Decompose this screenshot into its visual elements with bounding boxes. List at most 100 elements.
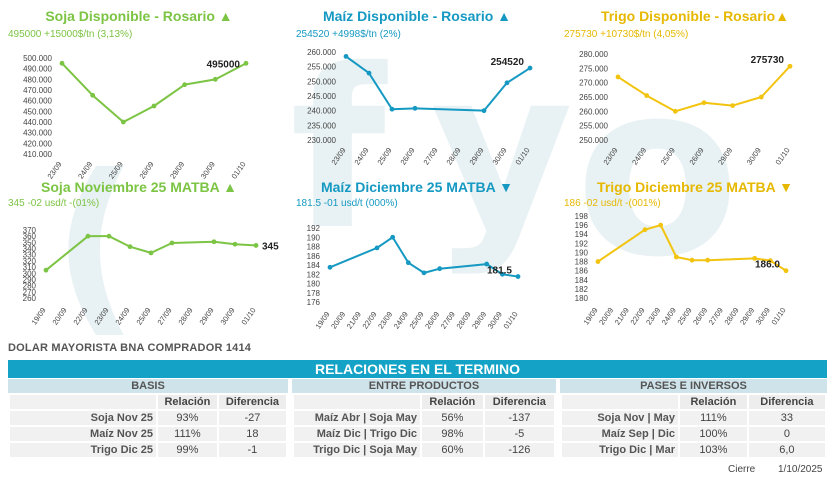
data-point [106, 233, 112, 239]
row-label: Trigo Dic | Soja May [294, 443, 420, 457]
x-tick-label: 24/09 [113, 306, 131, 327]
data-point [658, 222, 664, 228]
y-tick-label: 490.000 [23, 65, 52, 74]
chart-subtitle: 345 -02 usd/t -(01%) [8, 198, 100, 209]
x-tick-label: 01/10 [239, 306, 257, 327]
x-tick-label: 24/09 [630, 146, 648, 167]
x-tick-label: 21/09 [613, 306, 631, 327]
y-tick-label: 182 [307, 270, 321, 279]
y-tick-label: 196 [575, 221, 589, 230]
x-tick-label: 23/09 [644, 306, 662, 327]
x-tick-label: 25/09 [134, 306, 152, 327]
y-tick-label: 198 [575, 212, 589, 221]
y-tick-label: 176 [307, 298, 321, 307]
y-tick-label: 470.000 [23, 86, 52, 95]
table-row: Maíz Dic | Trigo Dic 98% -5 [294, 427, 554, 441]
last-value-label: 345 [262, 241, 279, 252]
table-header: Diferencia [748, 395, 825, 409]
x-tick-label: 20/09 [597, 306, 615, 327]
y-tick-label: 410.000 [23, 150, 52, 159]
last-value-label: 186.0 [755, 260, 780, 271]
y-tick-label: 440.000 [23, 118, 52, 127]
y-tick-label: 320 [23, 257, 37, 266]
data-point [327, 264, 333, 270]
relaciones-banner: RELACIONES EN EL TERMINO [8, 360, 827, 378]
series-line [61, 62, 247, 123]
data-point [374, 245, 380, 251]
data-point [527, 65, 533, 71]
data-point [615, 74, 621, 80]
data-point [481, 108, 487, 114]
x-tick-label: 28/09 [176, 306, 194, 327]
row-diferencia: 33 [748, 411, 825, 425]
row-relacion: 100% [680, 427, 747, 441]
x-tick-label: 23/09 [329, 146, 347, 167]
x-tick-label: 30/09 [490, 146, 508, 167]
data-point [767, 258, 773, 264]
row-label: Soja Nov | May [562, 411, 678, 425]
x-tick-label: 19/09 [313, 310, 331, 331]
data-point [120, 119, 126, 125]
y-tick-label: 480.000 [23, 75, 52, 84]
x-tick-label: 22/09 [628, 306, 646, 327]
x-tick-label: 21/09 [345, 310, 363, 331]
row-diferencia: -137 [484, 411, 554, 425]
x-tick-label: 26/09 [398, 146, 416, 167]
table-row: Soja Nov | May 111% 33 [562, 411, 825, 425]
row-diferencia: 6,0 [748, 443, 825, 457]
x-tick-label: 28/09 [722, 306, 740, 327]
data-point [85, 233, 91, 239]
x-tick-label: 28/09 [444, 146, 462, 167]
section-pases-inversos: PASES E INVERSOS Relación Diferencia Soj… [560, 379, 827, 459]
data-point [390, 234, 396, 240]
chart-maiz-disponible: Maíz Disponible - Rosario ▲ 254520 +4998… [278, 4, 556, 180]
y-tick-label: 275.000 [579, 64, 608, 73]
x-tick-label: 29/09 [470, 310, 488, 331]
data-point [672, 108, 678, 114]
data-point [758, 94, 764, 100]
row-label: Soja Nov 25 [10, 411, 156, 425]
chart-plot: 250.000 255.000 260.000 265.000 270.000 275.0… [579, 50, 793, 167]
footer-date: 1/10/2025 [778, 464, 823, 475]
y-tick-label: 194 [575, 230, 589, 239]
data-point [787, 63, 793, 69]
table-header [294, 395, 420, 409]
x-tick-label: 01/10 [513, 146, 531, 167]
data-point [148, 250, 154, 256]
table-row: Maíz Nov 25 111% 18 [10, 427, 286, 441]
x-tick-label: 25/09 [375, 146, 393, 167]
y-tick-label: 190 [575, 248, 589, 257]
data-point [405, 260, 411, 266]
chart-subtitle: 275730 +10730$/tn (4,05%) [564, 29, 689, 40]
data-point [90, 92, 96, 98]
x-tick-label: 23/09 [376, 310, 394, 331]
y-tick-label: 290 [23, 275, 37, 284]
row-relacion: 56% [422, 411, 483, 425]
data-point [343, 54, 349, 59]
dolar-mayorista: DOLAR MAYORISTA BNA COMPRADOR 1414 [8, 342, 252, 354]
data-point [595, 259, 601, 264]
x-tick-label: 27/09 [707, 306, 725, 327]
productos-table: Relación Diferencia Maíz Abr | Soja May … [292, 393, 556, 459]
x-tick-label: 23/09 [601, 146, 619, 167]
x-tick-label: 25/09 [659, 146, 677, 167]
x-tick-label: 30/09 [745, 146, 763, 167]
data-point [43, 267, 49, 273]
x-tick-label: 30/09 [754, 306, 772, 327]
y-tick-label: 230.000 [307, 136, 336, 145]
row-relacion: 99% [158, 443, 217, 457]
data-point [642, 227, 648, 233]
x-tick-label: 27/09 [421, 146, 439, 167]
footer-cierre-label: Cierre [728, 464, 756, 475]
row-label: Maíz Nov 25 [10, 427, 156, 441]
row-diferencia: -5 [484, 427, 554, 441]
x-tick-label: 29/09 [197, 306, 215, 327]
basis-table: Relación Diferencia Soja Nov 25 93% -27 … [8, 393, 288, 459]
table-row: Trigo Dic | Mar 103% 6,0 [562, 443, 825, 457]
chart-subtitle: 181.5 -01 usd/t (000%) [296, 198, 398, 209]
y-tick-label: 178 [307, 289, 321, 298]
data-point [253, 243, 259, 248]
x-tick-label: 29/09 [738, 306, 756, 327]
